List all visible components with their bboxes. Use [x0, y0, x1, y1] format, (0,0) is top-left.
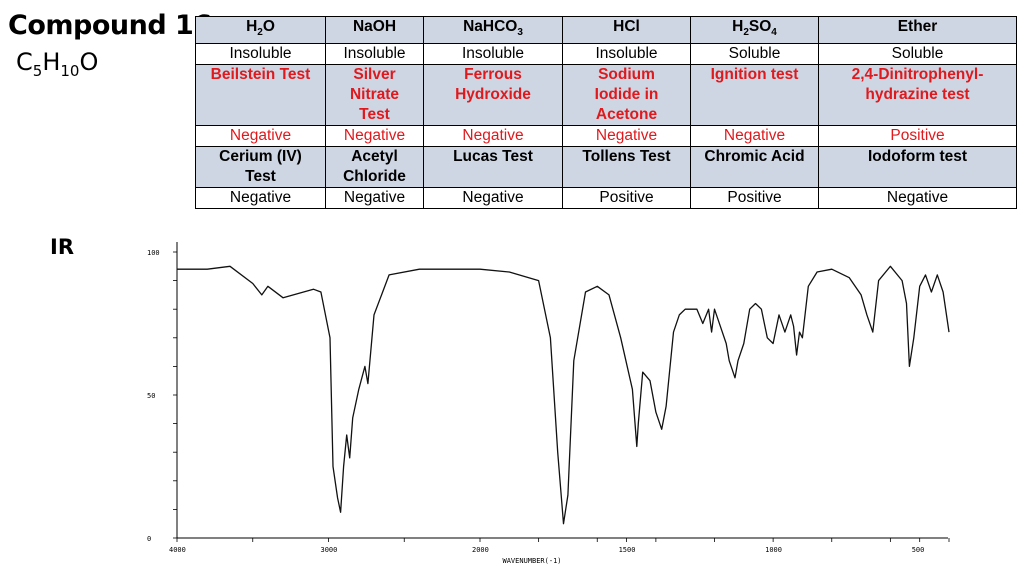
result-cell: Insoluble [562, 43, 691, 66]
result-cell: Positive [690, 187, 819, 210]
result-cell: Negative [562, 125, 691, 148]
result-cell: Positive [562, 187, 691, 210]
compound-title: Compound 16: [8, 10, 222, 41]
result-cell: Negative [195, 187, 326, 210]
test-header-row-3: Cerium (IV) Test Acetyl Chloride Lucas T… [195, 146, 1017, 189]
header-cell: Lucas Test [423, 146, 563, 189]
solubility-header-row: H2O NaOH NaHCO3 HCl H2SO4 Ether [195, 15, 1017, 45]
header-cell: Beilstein Test [195, 64, 326, 127]
x-tick-label: 1500 [619, 546, 636, 554]
chemical-tests-table: H2O NaOH NaHCO3 HCl H2SO4 Ether Insolubl… [195, 15, 1017, 210]
header-cell: Sodium Iodide in Acetone [562, 64, 691, 127]
ir-label: IR [50, 235, 74, 259]
y-tick-label: 50 [147, 392, 155, 400]
header-cell: Ignition test [690, 64, 819, 127]
header-cell: Acetyl Chloride [325, 146, 424, 189]
header-cell: HCl [562, 15, 691, 45]
result-cell: Positive [818, 125, 1017, 148]
result-cell: Insoluble [423, 43, 563, 66]
header-cell: Ferrous Hydroxide [423, 64, 563, 127]
result-cell: Soluble [818, 43, 1017, 66]
x-tick-label: 1000 [765, 546, 782, 554]
result-cell: Negative [423, 125, 563, 148]
header-cell: Cerium (IV) Test [195, 146, 326, 189]
header-cell: H2SO4 [690, 15, 819, 45]
header-cell: H2O [195, 15, 326, 45]
y-tick-label: 0 [147, 535, 151, 543]
ir-spectrum-line [177, 265, 950, 525]
test-header-row-2: Beilstein Test Silver Nitrate Test Ferro… [195, 64, 1017, 127]
test-result-row-3: Negative Negative Negative Positive Posi… [195, 187, 1017, 210]
molecular-formula: C5H10O [16, 48, 99, 80]
x-tick-label: 3000 [321, 546, 338, 554]
result-cell: Negative [325, 187, 424, 210]
result-cell: Negative [325, 125, 424, 148]
header-cell: Silver Nitrate Test [325, 64, 424, 127]
header-cell: NaOH [325, 15, 424, 45]
result-cell: Negative [195, 125, 326, 148]
result-cell: Negative [818, 187, 1017, 210]
result-cell: Insoluble [325, 43, 424, 66]
y-tick-label: 100 [147, 249, 160, 257]
header-cell: NaHCO3 [423, 15, 563, 45]
x-axis-label: WAVENUMBER(-1) [503, 557, 562, 565]
solubility-result-row: Insoluble Insoluble Insoluble Insoluble … [195, 43, 1017, 66]
x-tick-label: 2000 [472, 546, 489, 554]
x-tick-label: 500 [912, 546, 925, 554]
header-cell: Chromic Acid [690, 146, 819, 189]
x-tick-label: 4000 [169, 546, 186, 554]
header-cell: Tollens Test [562, 146, 691, 189]
header-cell: Ether [818, 15, 1017, 45]
header-cell: 2,4-Dinitrophenyl-hydrazine test [818, 64, 1017, 127]
